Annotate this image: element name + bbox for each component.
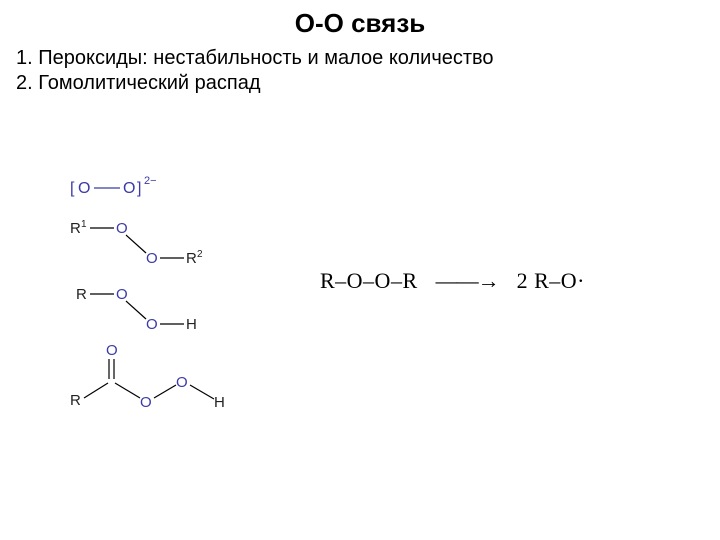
structure-peroxide-anion: [ O O ] 2−: [70, 173, 210, 203]
group-r1: R: [70, 220, 81, 237]
charge-label: 2−: [144, 175, 157, 187]
group-r: R: [76, 286, 87, 303]
atom-o: O: [116, 286, 128, 303]
slide: О-О связь 1. Пероксиды: нестабильность и…: [0, 8, 720, 540]
bullet-item: 2. Гомолитический распад: [16, 72, 704, 95]
equation-rhs: 2 R–O·: [517, 268, 585, 293]
homolysis-equation: R–O–O–R ——→ 2 R–O·: [320, 268, 585, 294]
bond-line: [126, 301, 146, 319]
structure-diagrams: [ O O ] 2− R 1 O O R 2 R O O H: [70, 173, 270, 423]
bracket-open: [: [70, 180, 75, 197]
group-r2-sup: 2: [197, 249, 203, 260]
structure-dialkyl-peroxide: R 1 O O R 2: [70, 213, 240, 273]
atom-h: H: [186, 316, 197, 333]
atom-o: O: [176, 374, 188, 391]
bracket-close: ]: [137, 180, 141, 197]
bond-line: [115, 383, 140, 398]
equation-lhs: R–O–O–R: [320, 268, 418, 293]
atom-o: O: [140, 394, 152, 411]
bond-line: [190, 385, 214, 399]
group-r1-sup: 1: [81, 219, 87, 230]
bullet-list: 1. Пероксиды: нестабильность и малое кол…: [0, 47, 720, 95]
group-r: R: [70, 392, 81, 409]
reaction-arrow-icon: ——→: [436, 268, 499, 294]
group-r2: R: [186, 250, 197, 267]
atom-o: O: [146, 250, 158, 267]
bond-line: [154, 385, 176, 398]
atom-o: O: [78, 180, 90, 197]
atom-o-carbonyl: O: [106, 343, 118, 359]
atom-o: O: [146, 316, 158, 333]
bond-line: [84, 383, 108, 398]
bond-line: [126, 235, 146, 253]
bullet-item: 1. Пероксиды: нестабильность и малое кол…: [16, 47, 704, 70]
atom-h: H: [214, 394, 225, 411]
structure-peroxyacid: O R O O H: [70, 343, 260, 423]
atom-o: O: [116, 220, 128, 237]
slide-title: О-О связь: [0, 8, 720, 39]
structure-hydroperoxide: R O O H: [70, 279, 240, 337]
atom-o: O: [123, 180, 135, 197]
